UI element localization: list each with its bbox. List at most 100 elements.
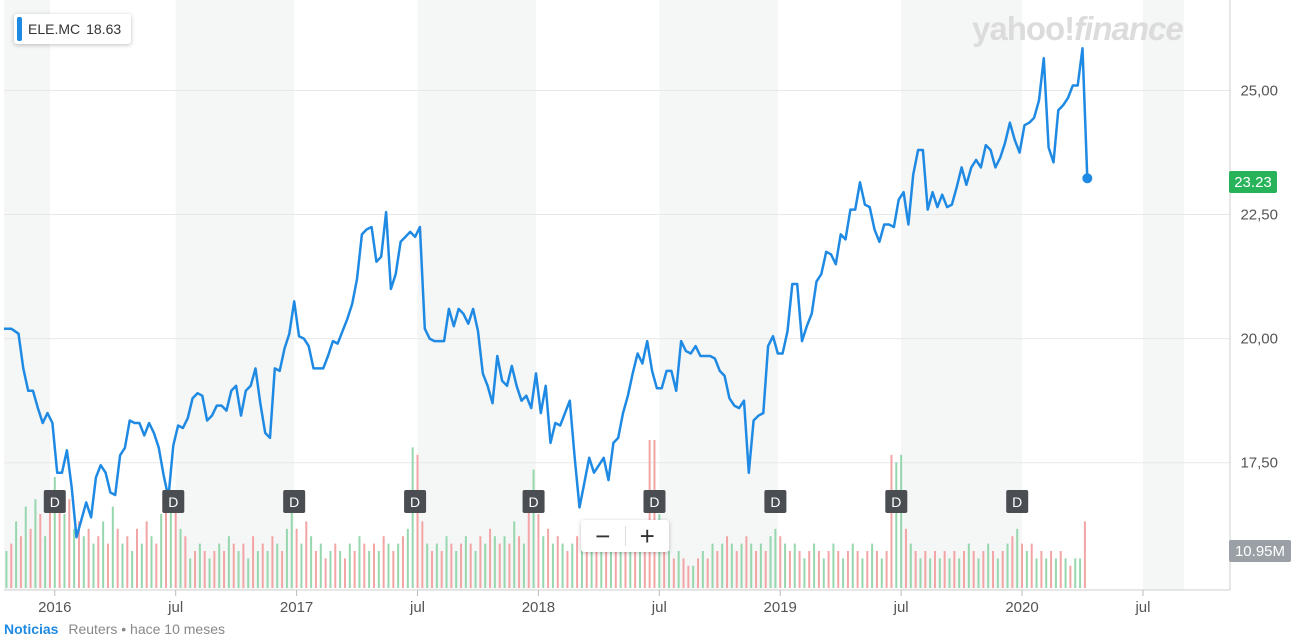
volume-bar — [730, 543, 733, 588]
volume-bar — [44, 536, 47, 588]
volume-bar — [1074, 558, 1077, 588]
volume-bar — [817, 551, 820, 588]
volume-bar — [387, 543, 390, 588]
shaded-period — [417, 0, 536, 590]
volume-bar — [513, 521, 516, 588]
volume-bar — [484, 543, 487, 588]
volume-bar — [992, 551, 995, 588]
volume-bar — [551, 543, 554, 588]
volume-bar — [1016, 528, 1019, 588]
volume-bar — [822, 558, 825, 588]
volume-bar — [431, 551, 434, 588]
volume-bar — [53, 477, 56, 588]
legend-box: ELE.MC 18.63 — [14, 14, 132, 44]
volume-bar — [1040, 551, 1043, 588]
zoom-out-button[interactable]: − — [595, 521, 611, 551]
volume-bar — [1054, 558, 1057, 588]
dividend-marker-label: D — [649, 494, 659, 510]
volume-bar — [392, 551, 395, 588]
volume-bar — [252, 536, 255, 588]
volume-bar — [880, 558, 883, 588]
volume-bar — [435, 543, 438, 588]
volume-bar — [701, 551, 704, 588]
volume-bar — [1006, 543, 1009, 588]
volume-bar — [97, 536, 100, 588]
volume-bar — [15, 521, 18, 588]
volume-bar — [295, 528, 298, 588]
news-label[interactable]: Noticias — [4, 621, 59, 637]
volume-bar — [218, 543, 221, 588]
volume-bar — [48, 506, 51, 588]
volume-bar — [909, 543, 912, 588]
volume-bar — [629, 536, 632, 588]
volume-bar — [963, 551, 966, 588]
dividend-marker — [1006, 490, 1029, 513]
x-tick-label: jul — [893, 599, 909, 616]
volume-bar — [19, 536, 22, 588]
volume-bar — [82, 536, 85, 588]
shaded-period — [4, 0, 50, 590]
volume-bar — [194, 551, 197, 588]
volume-bar — [440, 551, 443, 588]
volume-bar — [329, 551, 332, 588]
volume-bar — [967, 543, 970, 588]
volume-bar — [189, 558, 192, 588]
volume-bar — [943, 551, 946, 588]
volume-bar — [648, 440, 651, 588]
volume-bar — [948, 558, 951, 588]
volume-bar — [590, 536, 593, 588]
shaded-period — [659, 0, 778, 590]
volume-bar — [958, 558, 961, 588]
dividend-marker — [643, 490, 666, 513]
current-price-tag: 23.23 — [1229, 171, 1277, 193]
volume-bar — [131, 551, 134, 588]
volume-bar — [745, 536, 748, 588]
volume-bar — [343, 558, 346, 588]
volume-bar — [576, 536, 579, 588]
volume-bar — [682, 558, 685, 588]
volume-bar — [1021, 543, 1024, 588]
volume-bar — [638, 551, 641, 588]
volume-bar — [63, 514, 66, 588]
volume-bar — [929, 558, 932, 588]
dividend-marker-label: D — [770, 494, 780, 510]
volume-bar — [846, 551, 849, 588]
volume-bar — [261, 543, 264, 588]
volume-bar — [382, 536, 385, 588]
x-tick-label: jul — [1134, 599, 1150, 616]
volume-bar — [334, 543, 337, 588]
volume-bar — [784, 543, 787, 588]
volume-bar — [121, 543, 124, 588]
volume-bar — [788, 551, 791, 588]
volume-bar — [474, 551, 477, 588]
news-bar: Noticias Reuters • hace 10 meses — [4, 621, 225, 637]
volume-bar — [813, 543, 816, 588]
volume-bar — [924, 551, 927, 588]
volume-bar — [861, 558, 864, 588]
volume-bar — [875, 551, 878, 588]
volume-bar — [759, 543, 762, 588]
dividend-marker — [43, 490, 66, 513]
volume-bar — [1045, 558, 1048, 588]
legend-color-bar — [17, 17, 22, 41]
volume-bar — [77, 521, 80, 588]
volume-bar — [711, 543, 714, 588]
x-tick-label: 2017 — [280, 599, 313, 616]
volume-bar — [904, 528, 907, 588]
volume-bar — [1001, 551, 1004, 588]
zoom-in-button[interactable]: + — [639, 521, 655, 551]
volume-bar — [856, 551, 859, 588]
volume-bar — [595, 543, 598, 588]
volume-bar — [155, 543, 158, 588]
volume-bar — [348, 543, 351, 588]
volume-bar — [1059, 551, 1062, 588]
volume-bar — [933, 551, 936, 588]
volume-bar — [726, 536, 729, 588]
volume-bar — [900, 454, 903, 588]
volume-bar — [223, 551, 226, 588]
dividend-marker-label: D — [168, 494, 178, 510]
volume-bar — [503, 536, 506, 588]
volume-bar — [561, 543, 564, 588]
volume-bar — [208, 558, 211, 588]
